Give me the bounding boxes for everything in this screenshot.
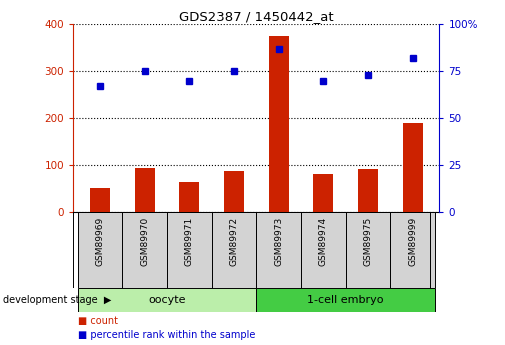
Text: GSM89969: GSM89969 <box>95 217 105 266</box>
Bar <box>224 171 244 212</box>
Text: oocyte: oocyte <box>148 295 186 305</box>
Title: GDS2387 / 1450442_at: GDS2387 / 1450442_at <box>179 10 334 23</box>
Text: development stage  ▶: development stage ▶ <box>3 295 111 305</box>
Bar <box>179 181 199 212</box>
Bar <box>269 36 289 212</box>
Bar <box>122 212 167 288</box>
Bar <box>390 212 435 288</box>
Bar <box>301 212 345 288</box>
Text: GSM89999: GSM89999 <box>408 217 417 266</box>
Text: ■ percentile rank within the sample: ■ percentile rank within the sample <box>78 330 256 340</box>
Bar <box>257 212 301 288</box>
Text: GSM89971: GSM89971 <box>185 217 194 266</box>
Bar <box>358 169 378 212</box>
Bar <box>78 288 257 312</box>
Bar <box>135 168 155 212</box>
Bar <box>212 212 257 288</box>
Bar <box>167 212 212 288</box>
Text: GSM89972: GSM89972 <box>229 217 238 266</box>
Text: GSM89970: GSM89970 <box>140 217 149 266</box>
Bar <box>257 288 435 312</box>
Text: GSM89973: GSM89973 <box>274 217 283 266</box>
Text: 1-cell embryo: 1-cell embryo <box>308 295 384 305</box>
Text: ■ count: ■ count <box>78 316 118 326</box>
Text: GSM89975: GSM89975 <box>364 217 372 266</box>
Bar <box>345 212 390 288</box>
Bar <box>313 174 333 212</box>
Bar <box>78 212 122 288</box>
Bar <box>90 188 110 212</box>
Bar <box>402 123 423 212</box>
Text: GSM89974: GSM89974 <box>319 217 328 266</box>
